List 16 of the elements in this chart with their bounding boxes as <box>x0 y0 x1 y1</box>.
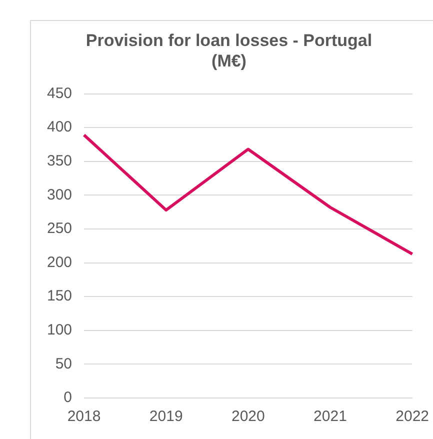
chart-title: Provision for loan losses - Portugal (M€) <box>86 30 372 70</box>
y-tick-label: 400 <box>46 118 72 136</box>
y-tick-label: 450 <box>46 84 72 102</box>
x-tick-label: 2018 <box>67 408 101 426</box>
y-tick-label: 350 <box>46 152 72 170</box>
x-tick-label: 2020 <box>231 408 265 426</box>
x-tick-label: 2022 <box>396 408 430 426</box>
y-tick-label: 300 <box>46 186 72 204</box>
y-tick-label: 100 <box>46 322 72 339</box>
y-tick-label: 150 <box>46 288 72 305</box>
y-tick-label: 0 <box>64 389 72 406</box>
y-tick-label: 50 <box>55 355 72 372</box>
x-tick-label: 2021 <box>314 408 347 426</box>
x-tick-label: 2019 <box>149 408 183 426</box>
y-tick-label: 250 <box>46 220 72 238</box>
y-tick-label: 200 <box>46 254 72 271</box>
